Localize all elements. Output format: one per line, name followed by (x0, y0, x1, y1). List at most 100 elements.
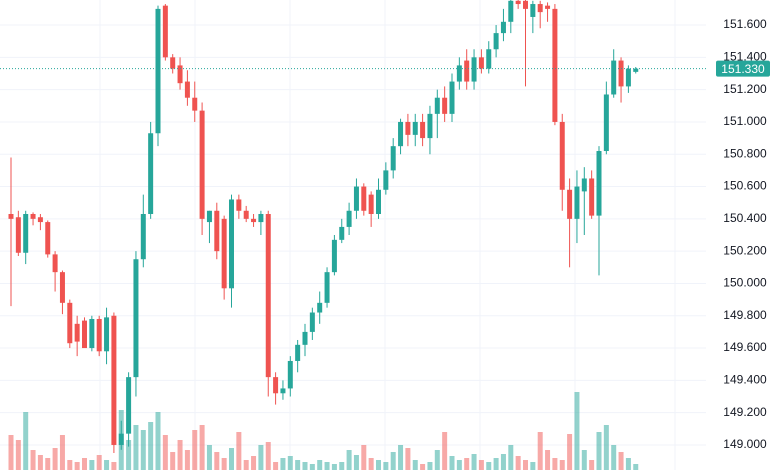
volume-bar (596, 432, 602, 470)
volume-bar (251, 456, 257, 470)
candle-body (15, 217, 21, 253)
candle-body (140, 214, 146, 260)
volume-bar (111, 462, 117, 470)
y-tick-label: 151.600 (723, 17, 767, 31)
volume-bar (82, 458, 87, 470)
candle-body (118, 433, 124, 445)
volume-bar (184, 450, 190, 470)
candle-body (184, 81, 190, 98)
volume-bar (618, 452, 624, 470)
candle-body (449, 81, 455, 114)
volume-bar (309, 464, 315, 470)
volume-bar (368, 458, 374, 470)
candle-body (603, 94, 609, 152)
candle-body (324, 272, 330, 303)
candle-body (376, 189, 381, 215)
candle-body (464, 60, 470, 82)
volume-bar (236, 432, 242, 470)
candle-body (67, 302, 73, 344)
candle-body (339, 226, 345, 240)
candle-body (508, 0, 514, 22)
candle-body (545, 5, 551, 9)
volume-bar (390, 452, 396, 470)
candle-body (104, 317, 110, 352)
volume-bar (23, 412, 29, 470)
candle-body (251, 218, 257, 223)
volume-bar (486, 462, 492, 470)
candle-body (493, 33, 499, 50)
candle-body (581, 178, 587, 192)
volume-bar (537, 432, 543, 470)
candle-body (478, 57, 484, 69)
volume-bar (464, 458, 470, 470)
y-tick-label: 151.400 (723, 50, 767, 64)
candle-body (361, 186, 367, 211)
candle-body (589, 178, 595, 216)
candle-body (574, 186, 580, 219)
volume-bar (346, 450, 352, 470)
volume-bar (361, 445, 367, 470)
volume-bar (471, 454, 477, 470)
volume-bar (611, 445, 617, 470)
y-tick-label: 149.200 (723, 405, 767, 419)
candle-body (23, 214, 29, 253)
candle-body (405, 121, 411, 135)
volume-bar (280, 458, 286, 470)
candle-body (52, 254, 58, 273)
candle-body (8, 214, 14, 219)
candle-body (625, 68, 631, 87)
candle-body (486, 49, 492, 69)
y-tick-label: 150.000 (723, 276, 767, 290)
candle-body (346, 210, 352, 227)
volume-bar (552, 458, 558, 470)
candle-body (280, 388, 286, 394)
volume-bar (405, 448, 411, 470)
volume-bar (273, 462, 279, 470)
candle-body (177, 65, 183, 84)
volume-bar (206, 445, 212, 470)
volume-bar (45, 458, 51, 470)
candle-body (309, 312, 315, 332)
volume-bar (398, 445, 404, 470)
candle-body (295, 344, 301, 361)
candle-body (302, 331, 308, 345)
volume-bar (339, 462, 345, 470)
y-tick-label: 149.800 (723, 308, 767, 322)
y-tick-label: 150.600 (723, 179, 767, 193)
candle-body (353, 186, 359, 211)
candle-body (456, 65, 462, 82)
candle-body (442, 97, 448, 114)
volume-bar (412, 460, 418, 470)
volume-bar (515, 456, 521, 470)
volume-bar (633, 464, 639, 470)
candle-body (559, 121, 565, 190)
candle-body (214, 210, 220, 252)
candle-body (471, 57, 477, 82)
candle-body (317, 302, 323, 313)
volume-bar (104, 460, 110, 470)
candle-body (148, 133, 154, 215)
volume-bar (581, 450, 587, 470)
candle-body (383, 170, 389, 190)
volume-bar (383, 462, 389, 470)
volume-bar (52, 448, 58, 470)
last-price-label: 151.330 (721, 62, 765, 76)
volume-bar (287, 456, 293, 470)
volume-bar (559, 460, 565, 470)
candle-body (206, 210, 212, 223)
candle-body (611, 60, 617, 95)
volume-bar (545, 450, 551, 470)
candle-body (37, 217, 43, 223)
candle-body (30, 214, 36, 219)
candle-body (596, 151, 602, 216)
volume-bar (265, 442, 271, 470)
volume-bar (508, 445, 514, 470)
candle-body (162, 5, 168, 58)
volume-bar (177, 440, 183, 470)
candle-body (258, 214, 264, 223)
volume-bar (500, 454, 506, 470)
volume-bar (140, 430, 146, 470)
volume-bar (442, 432, 448, 470)
volume-bar (162, 435, 168, 470)
volume-bar (478, 460, 484, 470)
